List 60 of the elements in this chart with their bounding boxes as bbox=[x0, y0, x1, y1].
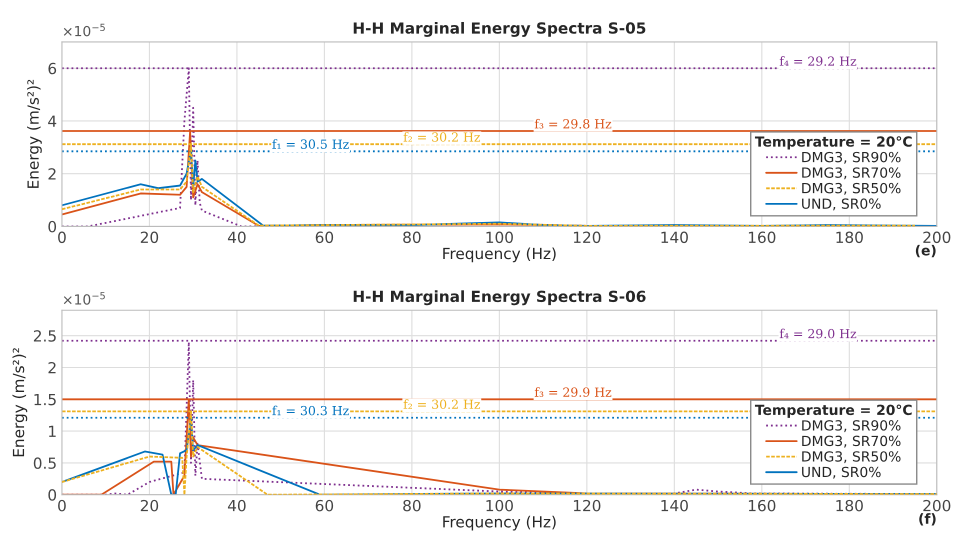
chart-title: H-H Marginal Energy Spectra S-05 bbox=[354, 22, 646, 37]
y-tick-label: 1.5 bbox=[34, 394, 56, 406]
annotation: f₂ = 30.2 Hz bbox=[404, 132, 480, 142]
x-tick-label: 120 bbox=[574, 500, 600, 512]
text: (e) bbox=[916, 244, 936, 258]
legend-label: DMG3, SR70% bbox=[802, 436, 901, 448]
legend-label: DMG3, SR90% bbox=[802, 420, 901, 432]
y-tick-label: 2 bbox=[48, 362, 56, 374]
y-tick-label: 1 bbox=[49, 426, 56, 437]
x-tick-label: 60 bbox=[316, 500, 334, 512]
y-tick-label: 0 bbox=[48, 489, 56, 501]
text: (f) bbox=[919, 513, 936, 526]
y-tick-label: 0 bbox=[48, 220, 56, 232]
text: ×10$^{−5}$ bbox=[64, 292, 105, 305]
legend-label: DMG3, SR50% bbox=[802, 451, 901, 464]
x-tick-label: 180 bbox=[836, 500, 863, 512]
x-axis-title: Frequency (Hz) bbox=[443, 247, 556, 262]
annotation: f₄ = 29.0 Hz bbox=[780, 328, 856, 338]
x-tick-label: 200 bbox=[923, 232, 950, 244]
x-tick-label: 60 bbox=[316, 232, 334, 244]
legend-title: Temperature = 20°C bbox=[754, 136, 912, 150]
annotation: f₁ = 30.5 Hz bbox=[272, 139, 349, 149]
annotation: f₂ = 30.2 Hz bbox=[404, 399, 480, 409]
annotation: f₁ = 30.3 Hz bbox=[272, 406, 349, 416]
x-tick-label: 140 bbox=[661, 232, 688, 244]
x-axis-title: Frequency (Hz) bbox=[443, 516, 556, 531]
annotation: f₃ = 29.9 Hz bbox=[534, 387, 612, 397]
y-tick-label: 6 bbox=[48, 62, 56, 74]
y-tick-label: 4 bbox=[48, 116, 56, 127]
y-tick-label: 2.5 bbox=[34, 330, 56, 342]
y-tick-label: 2 bbox=[48, 168, 56, 180]
x-tick-label: 80 bbox=[403, 500, 421, 512]
legend-label: DMG3, SR90% bbox=[802, 152, 901, 164]
annotation: f₃ = 29.8 Hz bbox=[534, 118, 612, 129]
x-tick-label: 40 bbox=[228, 500, 246, 512]
legend-label: DMG3, SR70% bbox=[802, 167, 901, 180]
y-axis-title: Energy (m/s²)² bbox=[12, 348, 28, 456]
x-tick-label: 140 bbox=[661, 500, 688, 512]
legend-label: UND, SR0% bbox=[802, 198, 881, 210]
x-tick-label: 0 bbox=[58, 232, 66, 244]
annotation: f₄ = 29.2 Hz bbox=[780, 56, 856, 66]
legend-title: Temperature = 20°C bbox=[754, 404, 912, 418]
legend-label: UND, SR0% bbox=[802, 466, 881, 479]
x-tick-label: 0 bbox=[58, 500, 66, 512]
x-tick-label: 180 bbox=[836, 232, 863, 244]
x-tick-label: 20 bbox=[140, 232, 158, 244]
x-tick-label: 40 bbox=[228, 232, 246, 244]
chart-title: H-H Marginal Energy Spectra S-06 bbox=[354, 290, 646, 306]
x-tick-label: 100 bbox=[486, 232, 513, 244]
y-axis-title: Energy (m/s²)² bbox=[27, 80, 42, 188]
x-tick-label: 160 bbox=[748, 232, 776, 244]
x-tick-label: 160 bbox=[748, 500, 776, 512]
text: ×10$^{−5}$ bbox=[64, 24, 105, 36]
y-tick-label: 0.5 bbox=[34, 457, 56, 469]
x-tick-label: 200 bbox=[923, 500, 950, 512]
legend-label: DMG3, SR50% bbox=[802, 182, 901, 195]
x-tick-label: 80 bbox=[403, 232, 421, 244]
x-tick-label: 120 bbox=[574, 232, 600, 244]
x-tick-label: 100 bbox=[486, 500, 513, 512]
x-tick-label: 20 bbox=[140, 500, 158, 512]
